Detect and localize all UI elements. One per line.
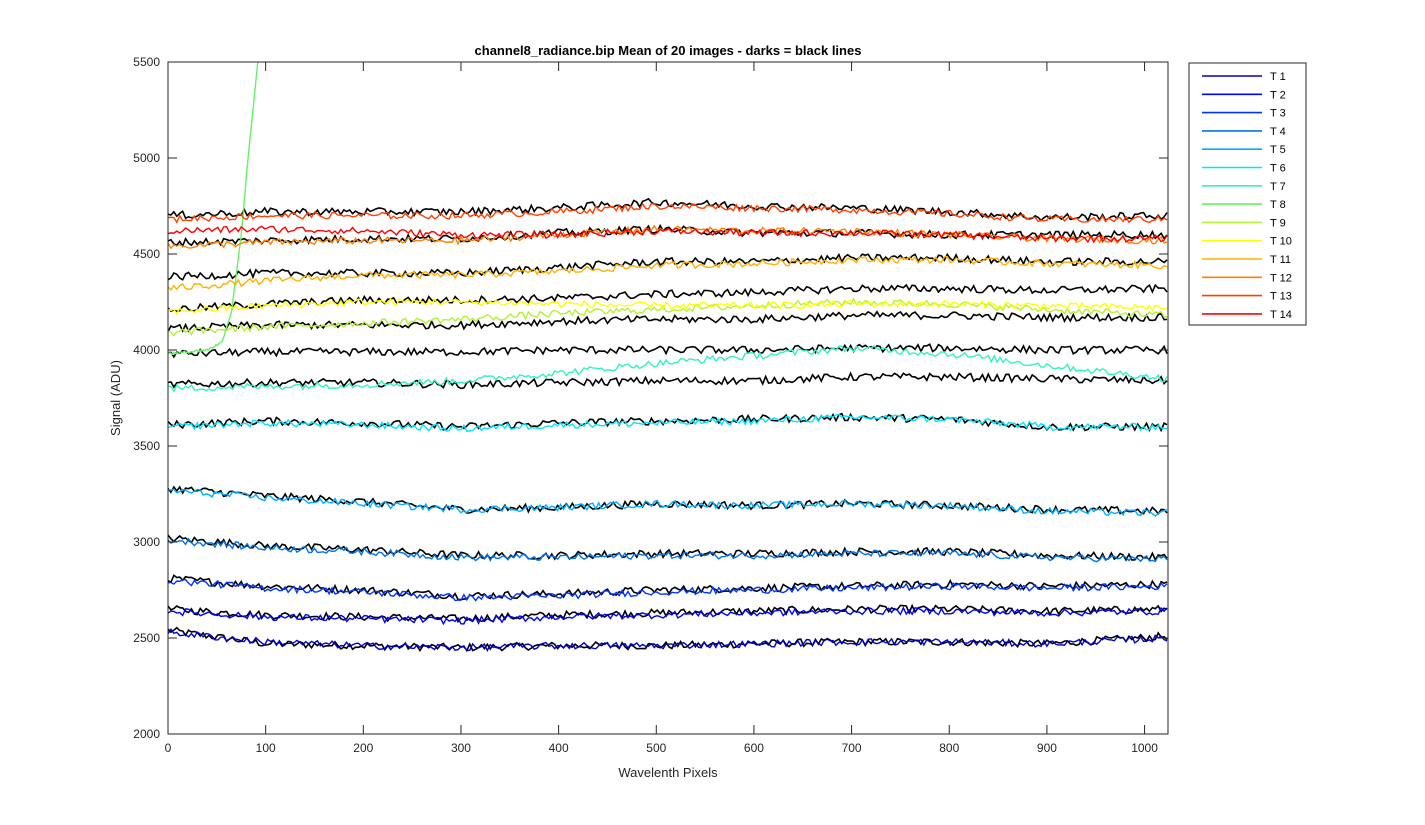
- x-tick-label: 300: [451, 741, 471, 755]
- series-line-t12: [168, 224, 1168, 250]
- y-tick-label: 4000: [133, 343, 160, 357]
- dark-line-2: [168, 603, 1168, 624]
- dark-line-9: [168, 310, 1168, 333]
- plot-area: [168, 62, 1168, 734]
- series-line-t6: [168, 413, 1168, 432]
- legend-label-t1: T 1: [1270, 71, 1286, 83]
- chart-title: channel8_radiance.bip Mean of 20 images …: [475, 43, 862, 58]
- x-axis-title: Wavelenth Pixels: [618, 765, 718, 780]
- legend-label-t11: T 11: [1270, 254, 1291, 266]
- legend-label-t9: T 9: [1270, 217, 1286, 229]
- x-tick-label: 400: [549, 741, 569, 755]
- y-axis: 2000 2500 3000 3500 4000 4500 5000 5500: [133, 55, 1168, 741]
- x-tick-label: 900: [1037, 741, 1057, 755]
- series-line-t7: [168, 344, 1168, 393]
- y-tick-label: 2000: [133, 727, 160, 741]
- series-line-t11: [168, 255, 1168, 292]
- x-tick-label: 1000: [1131, 741, 1158, 755]
- series-line-t2: [168, 606, 1168, 626]
- legend: T 1 T 2 T 3 T 4 T 5 T 6 T 7 T 8 T 9 T 10 T 11 T 12 T…: [1188, 62, 1307, 326]
- x-tick-label: 200: [353, 741, 373, 755]
- legend-label-t7: T 7: [1270, 181, 1286, 193]
- legend-box: [1188, 62, 1307, 326]
- x-tick-label: 700: [842, 741, 862, 755]
- x-tick-label: 600: [744, 741, 764, 755]
- x-axis: 0 100 200 300 400 500 600 700 800 900 1000: [165, 62, 1158, 755]
- dark-line-3: [168, 574, 1168, 601]
- series-line-t13: [168, 202, 1168, 224]
- legend-label-t8: T 8: [1270, 199, 1286, 211]
- dark-line-11: [168, 252, 1168, 281]
- plot-frame: [167, 61, 1169, 735]
- legend-label-t10: T 10: [1270, 236, 1292, 248]
- legend-label-t14: T 14: [1270, 309, 1292, 321]
- legend-label-t13: T 13: [1270, 291, 1292, 303]
- series-line-t1: [168, 628, 1168, 653]
- series-lines-group: [168, 62, 1168, 653]
- series-line-t10: [168, 297, 1168, 316]
- legend-label-t6: T 6: [1270, 163, 1286, 175]
- x-tick-label: 500: [646, 741, 666, 755]
- dark-line-12: [168, 223, 1168, 248]
- series-line-t3: [168, 578, 1168, 602]
- legend-label-t4: T 4: [1270, 126, 1286, 138]
- series-line-t9: [168, 297, 1168, 337]
- legend-label-t3: T 3: [1270, 108, 1286, 120]
- x-tick-label: 100: [256, 741, 276, 755]
- legend-label-t2: T 2: [1270, 89, 1286, 101]
- y-tick-label: 2500: [133, 631, 160, 645]
- dark-line-10: [168, 283, 1168, 313]
- series-line-t5: [168, 488, 1168, 517]
- y-tick-label: 5500: [133, 55, 160, 69]
- dark-line-13: [168, 197, 1168, 223]
- y-tick-label: 4500: [133, 247, 160, 261]
- dark-line-8: [168, 343, 1168, 359]
- y-tick-label: 5000: [133, 151, 160, 165]
- series-line-t4: [168, 537, 1168, 563]
- y-tick-label: 3500: [133, 439, 160, 453]
- series-line-t14: [168, 225, 1168, 244]
- x-tick-label: 0: [165, 741, 172, 755]
- y-tick-label: 3000: [133, 535, 160, 549]
- dark-line-7: [168, 371, 1168, 390]
- y-axis-title: Signal (ADU): [108, 360, 123, 436]
- dark-line-4: [168, 534, 1168, 562]
- legend-label-t12: T 12: [1270, 272, 1292, 284]
- x-tick-label: 800: [939, 741, 959, 755]
- legend-label-t5: T 5: [1270, 144, 1286, 156]
